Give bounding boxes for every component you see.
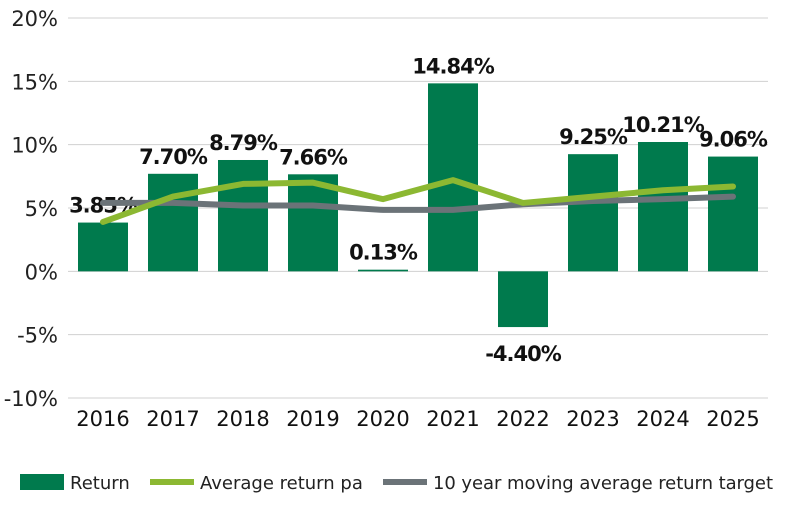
bar <box>218 159 268 272</box>
x-tick-label: 2019 <box>286 407 339 431</box>
y-tick-label: 20% <box>11 7 58 31</box>
x-tick-label: 2018 <box>216 407 269 431</box>
x-tick-label: 2025 <box>706 407 759 431</box>
x-tick-label: 2022 <box>496 407 549 431</box>
bar <box>638 142 688 272</box>
bar <box>78 222 128 272</box>
legend-swatch <box>20 474 64 490</box>
y-tick-label: -5% <box>17 324 58 348</box>
series-line <box>100 177 736 225</box>
legend-label: Average return pa <box>200 473 363 494</box>
x-tick-label: 2016 <box>76 407 129 431</box>
y-tick-label: 10% <box>11 134 58 158</box>
y-tick-label: 0% <box>25 260 58 284</box>
bar <box>498 271 548 328</box>
bar <box>288 174 338 272</box>
data-label: 10.21% <box>622 113 704 137</box>
x-tick-label: 2021 <box>426 407 479 431</box>
legend-label: Return <box>70 473 130 494</box>
data-label: 14.84% <box>412 54 494 78</box>
bar <box>358 269 408 272</box>
data-label: 8.79% <box>209 131 278 155</box>
series-line <box>100 193 736 213</box>
x-tick-label: 2020 <box>356 407 409 431</box>
bar <box>568 154 618 272</box>
bar <box>708 156 758 272</box>
data-label: -4.40% <box>485 342 562 366</box>
bar <box>148 173 198 272</box>
x-tick-label: 2024 <box>636 407 689 431</box>
y-tick-label: 5% <box>25 197 58 221</box>
data-label: 9.06% <box>699 128 768 152</box>
data-label: 9.25% <box>559 125 628 149</box>
data-label: 7.70% <box>139 145 208 169</box>
y-tick-label: -10% <box>4 387 58 411</box>
y-tick-label: 15% <box>11 70 58 94</box>
x-tick-label: 2023 <box>566 407 619 431</box>
x-tick-label: 2017 <box>146 407 199 431</box>
data-label: 7.66% <box>279 145 348 169</box>
legend-label: 10 year moving average return target <box>433 473 773 494</box>
data-label: 0.13% <box>349 241 418 265</box>
